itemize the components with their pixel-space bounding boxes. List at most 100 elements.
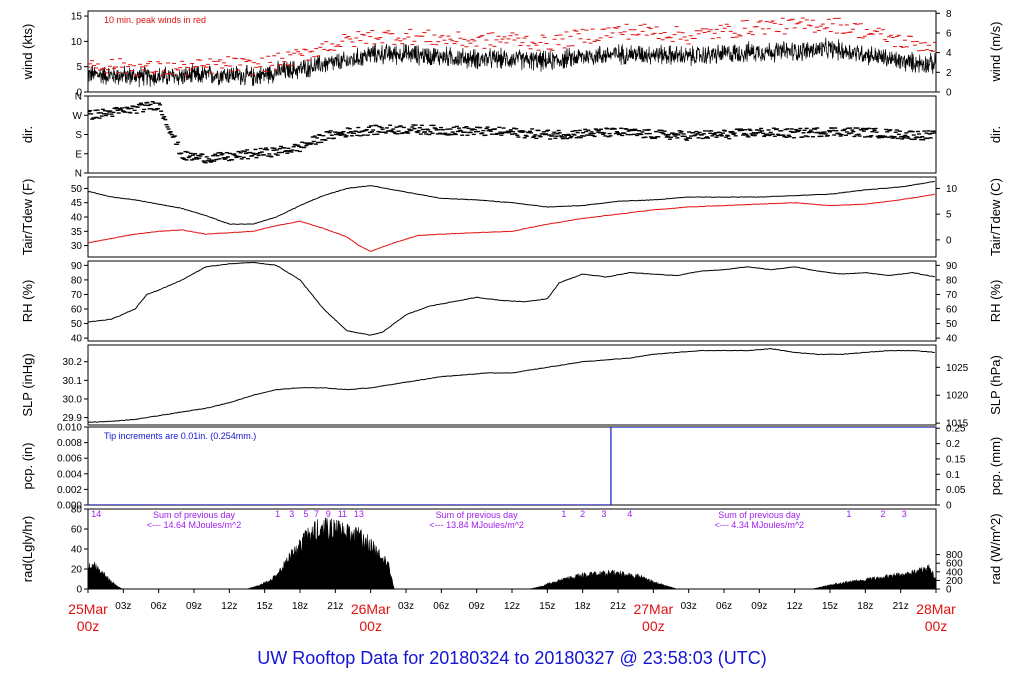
dir-ytick-label: E [75, 149, 82, 160]
panel-wind: 0 5 10 15 0 2 4 6 8 wind (kts) wind (m/s) 10 min. p… [20, 9, 1003, 99]
slp-ytick-label: 30.0 [63, 394, 83, 405]
panel-rh: 40 50 60 70 80 90 40 50 60 70 80 90 RH (%) RH (%) [20, 260, 1003, 345]
time-tick-label: 12z [221, 601, 237, 612]
pcp-rtick-label: 0 [946, 501, 952, 512]
time-tick-label: 09z [469, 601, 485, 612]
temp-rtick-label: 10 [946, 184, 958, 195]
slp-ylabel-right: SLP (hPa) [988, 355, 1003, 415]
rad-ytick-label: 0 [76, 585, 82, 596]
rad-marker: 1 [561, 509, 566, 519]
rh-rtick-label: 80 [946, 275, 958, 286]
time-tick-hour: 00z [925, 618, 948, 634]
dir-ytick-label: N [75, 92, 82, 103]
wind-plot-area [88, 17, 936, 88]
rad-annotation-line: <--- 14.64 MJoules/m^2 [147, 520, 242, 530]
pcp-rtick-label: 0.05 [946, 485, 966, 496]
rad-rtick-label: 0 [946, 585, 952, 596]
rad-marker: 3 [601, 509, 606, 519]
panel-temp: 30 35 40 45 50 0 5 10 Tair/Tdew (F) Tair/Tdew (C) [20, 176, 1003, 258]
pcp-rtick-label: 0.15 [946, 454, 966, 465]
temp-series-Tair [88, 180, 935, 225]
rad-marker: 2 [880, 509, 885, 519]
rh-frame [87, 260, 937, 342]
slp-frame [87, 344, 937, 426]
slp-ytick-label: 29.9 [63, 413, 83, 424]
time-tick-hour: 00z [77, 618, 100, 634]
slp-rtick-label: 1020 [946, 391, 969, 402]
time-tick-label: 03z [398, 601, 414, 612]
temp-frame [87, 176, 937, 258]
wind-ylabel-left: wind (kts) [20, 24, 35, 81]
slp-ylabel-left: SLP (inHg) [20, 353, 35, 416]
slp-plot-area [88, 347, 935, 423]
rad-annotation-line: <--- 13.84 MJoules/m^2 [429, 520, 524, 530]
pcp-plot-area [88, 427, 936, 505]
panel-pcp: 0.000 0.002 0.004 0.006 0.008 0.010 0 0.05 0.1 0.… [20, 423, 1003, 512]
time-tick-label: 12z [504, 601, 520, 612]
time-tick-date: 25Mar [68, 601, 108, 617]
rad-marker: 3 [289, 509, 294, 519]
time-tick-label: 18z [292, 601, 308, 612]
rh-rtick-label: 60 [946, 305, 958, 316]
rh-ytick-label: 70 [71, 290, 83, 301]
chart-footer-title: UW Rooftop Data for 20180324 to 20180327… [257, 648, 767, 668]
rh-ytick-label: 80 [71, 275, 83, 286]
slp-rtick-label: 1025 [946, 363, 969, 374]
slp-series-SLP [88, 347, 935, 423]
temp-rtick-label: 5 [946, 210, 952, 221]
rad-rtick-label: 200 [946, 576, 963, 587]
wind-frame [87, 10, 937, 93]
dir-plot-area [88, 101, 936, 164]
time-tick-date: 27Mar [633, 601, 673, 617]
rh-rtick-label: 70 [946, 290, 958, 301]
rad-marker: 3 [902, 509, 907, 519]
rad-annotation-line: <--- 4.34 MJoules/m^2 [715, 520, 805, 530]
wind-series-peak [88, 17, 936, 76]
time-tick-label: 09z [186, 601, 202, 612]
wind-ytick-label: 10 [71, 37, 83, 48]
rad-rtick-label: 800 [946, 550, 963, 561]
pcp-ytick-label: 0.000 [57, 501, 82, 512]
time-tick-date: 28Mar [916, 601, 956, 617]
rad-marker: 5 [303, 509, 308, 519]
time-tick-hour: 00z [642, 618, 665, 634]
time-tick-hour: 00z [359, 618, 382, 634]
rh-ytick-label: 40 [71, 334, 83, 345]
time-tick-label: 15z [257, 601, 273, 612]
pcp-rtick-label: 0.2 [946, 439, 960, 450]
rad-marker: 4 [627, 509, 632, 519]
wind-rtick-label: 0 [946, 88, 952, 99]
pcp-ytick-label: 0.008 [57, 438, 82, 449]
rh-series-RH [88, 261, 935, 336]
rad-rtick-label: 600 [946, 559, 963, 570]
rad-marker: 7 [314, 509, 319, 519]
temp-series-Tdew [88, 193, 935, 252]
rad-ytick-label: 80 [71, 505, 83, 516]
pcp-ytick-label: 0.002 [57, 485, 82, 496]
rad-annotation-line: Sum of previous day [153, 510, 236, 520]
dir-ylabel-left: dir. [20, 126, 35, 143]
rad-marker: 1 [846, 509, 851, 519]
rad-ylabel-right: rad (W/m^2) [988, 513, 1003, 584]
time-tick-label: 09z [751, 601, 767, 612]
rad-marker: 1 [275, 509, 280, 519]
rh-rtick-label: 50 [946, 319, 958, 330]
time-tick-label: 06z [433, 601, 449, 612]
time-tick-label: 15z [539, 601, 555, 612]
rad-series-rad [88, 517, 936, 589]
rad-ytick-label: 60 [71, 525, 83, 536]
pcp-rtick-label: 0.1 [946, 470, 960, 481]
time-tick-date: 26Mar [351, 601, 391, 617]
wind-rtick-label: 8 [946, 9, 952, 20]
wind-rtick-label: 4 [946, 48, 952, 59]
wind-ylabel-right: wind (m/s) [988, 22, 1003, 83]
time-tick-label: 03z [681, 601, 697, 612]
pcp-ytick-label: 0.010 [57, 423, 82, 434]
pcp-ylabel-left: pcp. (in) [20, 443, 35, 490]
slp-rtick-label: 1015 [946, 419, 969, 430]
rad-annotation-line: Sum of previous day [718, 510, 801, 520]
time-tick-label: 18z [575, 601, 591, 612]
time-tick-label: 12z [787, 601, 803, 612]
